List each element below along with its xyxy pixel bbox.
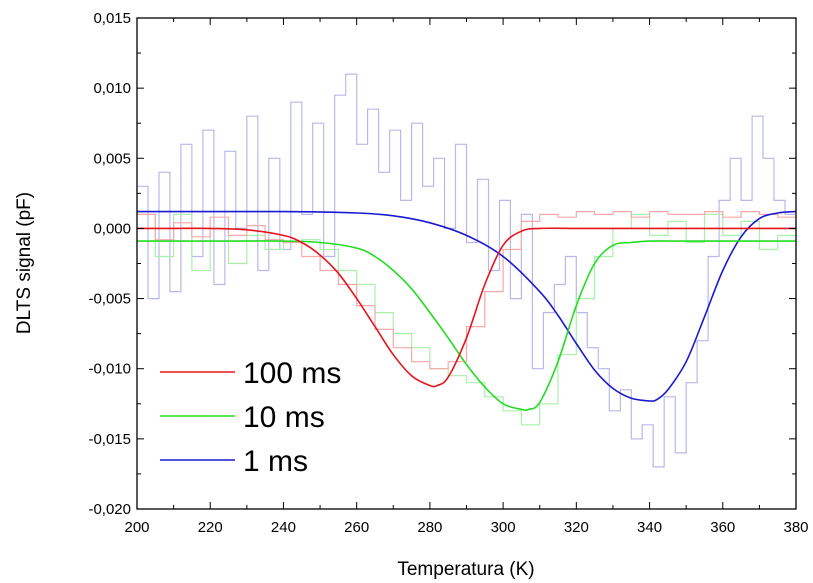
fit-curve-10ms (137, 240, 796, 411)
tick-labels: 200 220 240 260 280 300 320 340 360 380 0,015 0,010… (88, 10, 808, 536)
fit-curve-100ms (137, 227, 796, 388)
legend-label-10ms: 10 ms (243, 401, 325, 434)
y-tick-label: 0,000 (93, 220, 131, 237)
noisy-series-100ms (137, 211, 796, 370)
x-tick-label: 320 (564, 519, 589, 536)
x-tick-label: 380 (783, 519, 808, 536)
x-tick-label: 280 (417, 519, 442, 536)
x-tick-label: 220 (198, 519, 223, 536)
legend-label-100ms: 100 ms (243, 357, 341, 390)
x-tick-label: 240 (271, 519, 296, 536)
legend: 100 ms 10 ms 1 ms (160, 357, 341, 478)
y-tick-label: -0,010 (88, 361, 131, 378)
y-tick-label: -0,015 (88, 431, 131, 448)
x-axis-title: Temperatura (K) (397, 559, 534, 580)
noisy-series-1ms (137, 73, 796, 468)
legend-label-1ms: 1 ms (243, 445, 308, 478)
fit-curve-1ms (137, 210, 796, 402)
x-tick-label: 260 (344, 519, 369, 536)
fit-curve-layer (137, 210, 796, 411)
y-tick-label: 0,010 (93, 80, 131, 97)
y-tick-label: -0,005 (88, 291, 131, 308)
y-tick-label: -0,020 (88, 501, 131, 518)
y-axis-title: DLTS signal (pF) (14, 192, 35, 334)
axis-ticks (136, 17, 797, 510)
y-tick-label: 0,015 (93, 10, 131, 27)
x-tick-label: 200 (124, 519, 149, 536)
y-tick-label: 0,005 (93, 150, 131, 167)
x-tick-label: 360 (710, 519, 735, 536)
noisy-data-layer (137, 73, 796, 468)
x-tick-label: 340 (637, 519, 662, 536)
noisy-series-10ms (137, 213, 796, 426)
x-tick-label: 300 (491, 519, 516, 536)
